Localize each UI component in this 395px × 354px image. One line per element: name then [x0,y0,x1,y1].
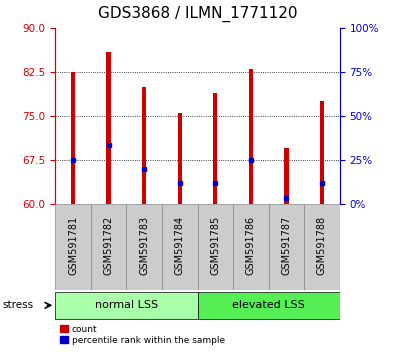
Text: GSM591787: GSM591787 [281,216,292,275]
Text: elevated LSS: elevated LSS [232,300,305,310]
Bar [71,72,75,204]
Bar [162,204,198,290]
Text: GSM591785: GSM591785 [210,216,220,275]
Bar [304,204,340,290]
Bar [91,204,126,290]
Bar [213,93,217,204]
Bar [249,69,253,204]
Text: GDS3868 / ILMN_1771120: GDS3868 / ILMN_1771120 [98,5,297,22]
Bar [198,292,340,319]
Bar [178,113,182,204]
Bar [198,204,233,290]
Bar [55,204,91,290]
Text: normal LSS: normal LSS [95,300,158,310]
Bar [320,101,324,204]
Text: GSM591786: GSM591786 [246,216,256,275]
Text: GSM591781: GSM591781 [68,216,78,275]
Text: stress: stress [2,300,33,310]
Bar [269,204,304,290]
Legend: count, percentile rank within the sample: count, percentile rank within the sample [60,325,225,345]
Text: GSM591784: GSM591784 [175,216,185,275]
Text: GSM591783: GSM591783 [139,216,149,275]
Bar [107,52,111,204]
Text: GSM591782: GSM591782 [103,216,114,275]
Bar [55,292,198,319]
Bar [142,87,146,204]
Bar [233,204,269,290]
Bar [284,148,288,204]
Text: GSM591788: GSM591788 [317,216,327,275]
Bar [126,204,162,290]
